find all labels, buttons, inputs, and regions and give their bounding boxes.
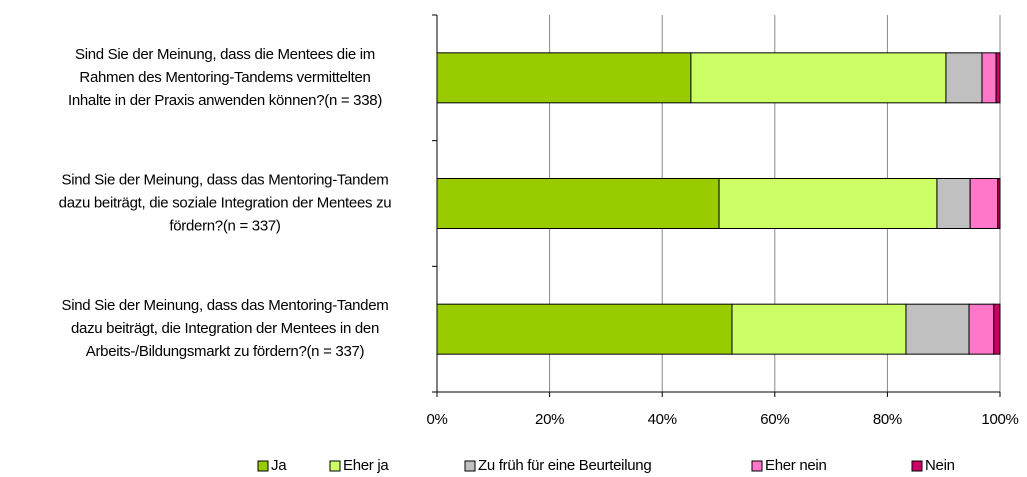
category-label: dazu beiträgt, die Integration der Mente… [71, 320, 379, 337]
bar-segment [995, 52, 1001, 104]
x-tick-label: 0% [426, 411, 447, 428]
category-label: dazu beiträgt, die soziale Integration d… [59, 194, 392, 211]
category-label: Rahmen des Mentoring-Tandems vermittelte… [79, 69, 370, 86]
bar-segment [905, 303, 970, 355]
legend-swatch [464, 460, 476, 472]
category-label: Sind Sie der Meinung, dass die Mentees d… [75, 46, 375, 63]
bar-segment [997, 178, 1001, 229]
x-tick-label: 60% [760, 411, 789, 428]
x-tick-label: 100% [981, 411, 1018, 428]
bar-segment [436, 178, 720, 229]
bar-segment [690, 52, 947, 104]
category-label: Inhalte in der Praxis anwenden können?(n… [68, 92, 382, 109]
category-label: Arbeits-/Bildungsmarkt zu fördern?(n = 3… [86, 343, 365, 360]
legend-label: Eher ja [343, 457, 389, 474]
bar-segment [436, 52, 692, 104]
legend-label: Nein [925, 457, 955, 474]
bar-segment [436, 303, 733, 355]
bar-segment [945, 52, 983, 104]
bar-segment [981, 52, 997, 104]
legend-label: Zu früh für eine Beurteilung [478, 457, 651, 474]
legend-swatch [257, 460, 269, 472]
category-label: fördern?(n = 337) [169, 217, 281, 234]
legend-swatch [911, 460, 923, 472]
x-tick-label: 80% [873, 411, 902, 428]
bar-segment [718, 178, 938, 229]
bar-segment [969, 178, 999, 229]
bar-segment [993, 303, 1001, 355]
bar-segment [968, 303, 995, 355]
x-tick-label: 20% [535, 411, 564, 428]
legend-label: Ja [271, 457, 287, 474]
legend-label: Eher nein [765, 457, 827, 474]
bar-segment [731, 303, 907, 355]
bar-segment [936, 178, 971, 229]
x-tick-label: 40% [648, 411, 677, 428]
category-label: Sind Sie der Meinung, dass das Mentoring… [62, 171, 389, 188]
legend-swatch [329, 460, 341, 472]
legend-swatch [751, 460, 763, 472]
category-label: Sind Sie der Meinung, dass das Mentoring… [62, 297, 389, 314]
